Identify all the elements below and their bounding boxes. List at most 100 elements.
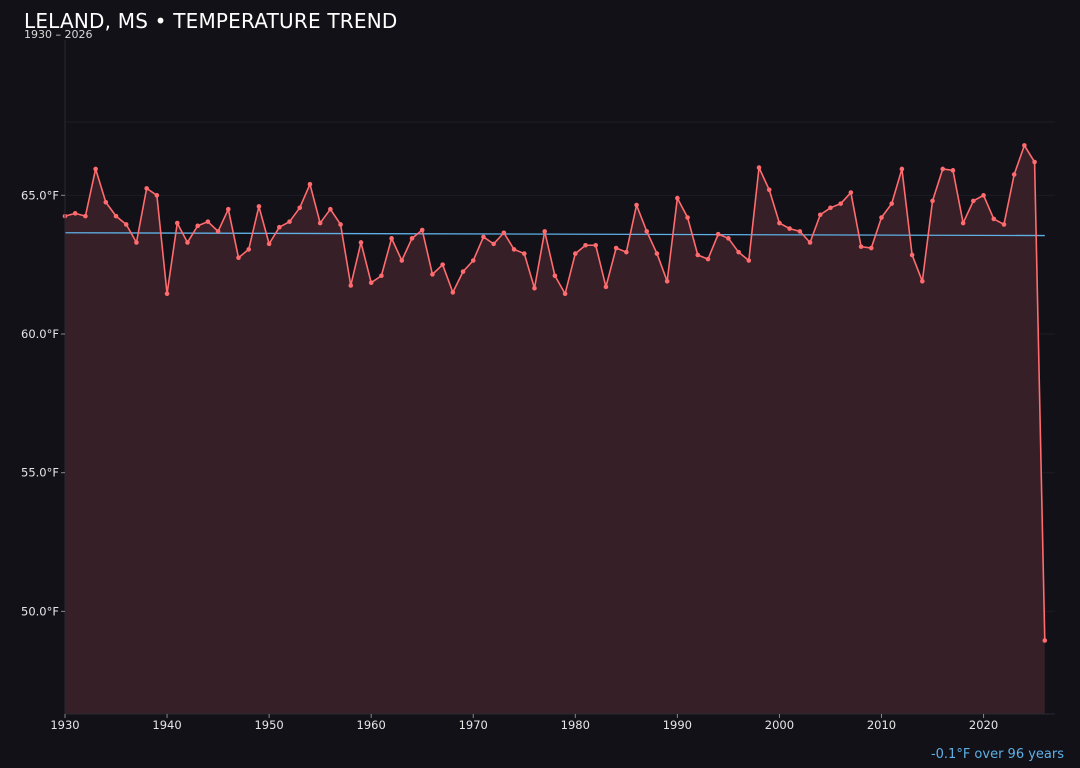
data-point-1953 — [297, 205, 303, 211]
data-point-1931 — [72, 211, 78, 216]
data-point-1982 — [593, 242, 599, 248]
data-point-2010 — [879, 215, 884, 220]
data-point-1991 — [685, 215, 690, 220]
data-point-2007 — [848, 190, 854, 195]
data-point-1977 — [542, 229, 547, 234]
y-tick-label: 50.0°F — [21, 604, 59, 618]
x-tick-label: 1970 — [459, 718, 488, 732]
data-point-1956 — [328, 206, 333, 212]
data-point-2017 — [950, 168, 956, 173]
data-point-1937 — [134, 240, 139, 245]
data-point-2005 — [828, 205, 833, 211]
data-point-1998 — [756, 165, 762, 170]
data-point-2019 — [971, 198, 976, 204]
data-point-1957 — [338, 222, 343, 227]
data-point-2021 — [991, 216, 997, 222]
y-tick-label: 65.0°F — [21, 188, 59, 202]
data-point-1981 — [583, 242, 588, 248]
data-point-2018 — [960, 220, 966, 226]
data-point-2014 — [920, 279, 925, 284]
data-point-1952 — [287, 219, 292, 224]
data-point-1946 — [225, 206, 231, 212]
data-points — [62, 143, 1048, 643]
data-point-1999 — [766, 187, 772, 193]
data-point-1973 — [501, 230, 507, 236]
data-point-1933 — [93, 166, 98, 172]
data-point-1975 — [521, 251, 527, 256]
data-point-2011 — [889, 201, 895, 206]
trend-line-group — [64, 232, 1045, 237]
data-point-1972 — [491, 241, 496, 247]
x-tick-label: 1930 — [50, 718, 79, 732]
data-point-1941 — [174, 220, 180, 226]
x-axis-ticks: 1930 1940 1950 1960 1970 1980 1990 2000 2010 2020 — [50, 714, 998, 732]
data-point-1966 — [430, 272, 435, 277]
data-point-1938 — [144, 186, 149, 191]
x-tick-label: 2010 — [867, 718, 896, 732]
data-point-1959 — [358, 240, 364, 245]
data-point-1978 — [552, 273, 558, 279]
data-point-1969 — [460, 269, 466, 274]
data-point-1961 — [379, 273, 384, 279]
data-point-1944 — [205, 219, 211, 224]
data-point-1970 — [470, 258, 476, 263]
chart-subtitle: 1930 – 2026 — [24, 28, 93, 41]
y-tick-label: 55.0°F — [21, 466, 59, 480]
data-point-2009 — [868, 245, 874, 251]
data-point-1996 — [736, 249, 741, 255]
data-point-1990 — [675, 195, 680, 201]
trend-line — [64, 232, 1045, 237]
data-point-1997 — [746, 258, 752, 263]
data-point-1979 — [562, 291, 568, 297]
data-point-1980 — [573, 251, 578, 256]
trend-summary: -0.1°F over 96 years — [930, 747, 1064, 762]
data-point-1988 — [654, 251, 660, 256]
data-point-2015 — [930, 198, 935, 204]
data-point-2004 — [817, 212, 823, 218]
x-tick-label: 2000 — [765, 718, 794, 732]
x-tick-label: 1980 — [561, 718, 590, 732]
x-tick-label: 1950 — [254, 718, 283, 732]
data-point-2001 — [787, 226, 792, 231]
data-point-1976 — [532, 285, 537, 291]
data-point-1964 — [409, 236, 415, 241]
y-axis-ticks: 50.0°F 55.0°F 60.0°F 65.0°F — [21, 188, 65, 618]
x-tick-label: 1990 — [663, 718, 692, 732]
data-point-1951 — [277, 224, 282, 230]
data-point-1974 — [511, 247, 517, 252]
data-point-2000 — [777, 220, 782, 226]
data-point-1943 — [195, 223, 200, 229]
data-point-1993 — [705, 256, 711, 262]
data-point-2020 — [981, 193, 986, 198]
data-point-1971 — [481, 234, 486, 240]
data-point-2012 — [899, 166, 905, 172]
data-point-2023 — [1011, 172, 1017, 177]
data-point-2003 — [807, 240, 813, 245]
data-point-1947 — [236, 255, 241, 261]
data-point-1989 — [664, 279, 670, 284]
series-area-fill — [65, 145, 1045, 714]
data-point-1942 — [185, 240, 190, 245]
data-point-1945 — [215, 229, 221, 234]
data-point-2016 — [940, 166, 946, 172]
data-point-2006 — [838, 201, 843, 206]
data-point-2024 — [1022, 143, 1027, 148]
x-tick-label: 1960 — [357, 718, 386, 732]
data-point-1983 — [603, 284, 609, 290]
data-point-2008 — [858, 244, 864, 249]
data-point-1932 — [83, 213, 88, 219]
data-point-2026 — [1042, 638, 1048, 643]
data-point-1963 — [399, 258, 405, 263]
data-point-2013 — [909, 252, 915, 258]
data-point-1965 — [419, 227, 425, 233]
data-point-1984 — [613, 245, 619, 251]
data-point-1986 — [634, 202, 639, 208]
data-point-1955 — [317, 220, 323, 226]
data-point-1985 — [624, 249, 629, 255]
data-point-1934 — [103, 199, 109, 205]
data-point-1958 — [348, 283, 354, 288]
data-point-1962 — [389, 236, 394, 241]
data-point-1950 — [266, 241, 272, 247]
series-area — [65, 145, 1045, 714]
